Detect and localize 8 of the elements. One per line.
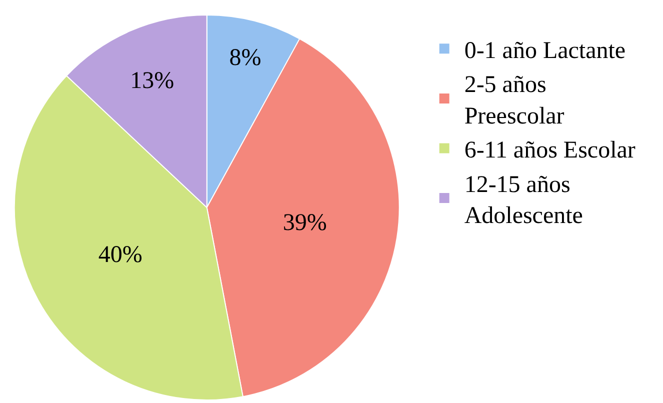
legend-label: 0-1 año Lactante — [464, 38, 626, 64]
data-label: 40% — [98, 242, 142, 268]
data-label: 8% — [229, 45, 262, 72]
legend-label: 12-15 años Adolescente — [464, 172, 583, 230]
data-label: 39% — [282, 210, 327, 236]
legend-label: 6-11 años Escolar — [464, 138, 636, 164]
data-label: 13% — [130, 68, 174, 94]
legend-label: 2-5 años Preescolar — [464, 72, 564, 130]
